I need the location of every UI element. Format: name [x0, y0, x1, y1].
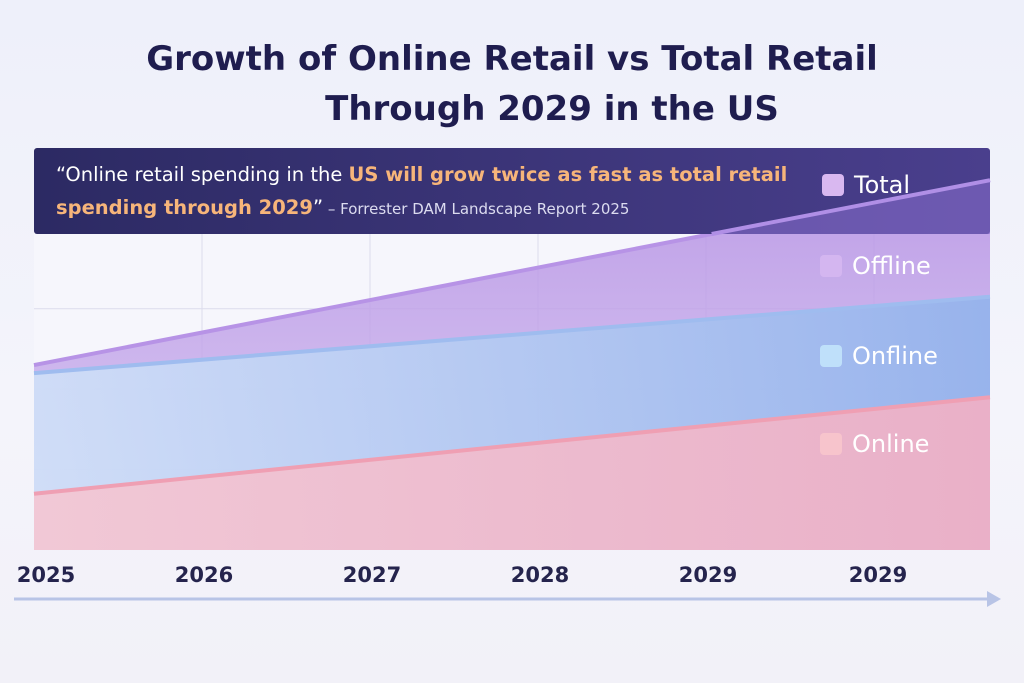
legend-swatch-onfline — [820, 345, 842, 367]
x-tick-label-2: 2027 — [342, 563, 402, 587]
legend-label-onfline: Onfline — [852, 342, 938, 370]
quote-source: – Forrester DAM Landscape Report 2025 — [323, 200, 630, 218]
legend-item-onfline: Onfline — [820, 341, 938, 371]
quote-highlight-1: US will grow twice as fast as total reta… — [348, 163, 788, 186]
legend-label-total: Total — [854, 171, 911, 199]
chart-title: Growth of Online Retail vs Total Retail … — [0, 34, 1024, 134]
x-tick-label-3: 2028 — [510, 563, 570, 587]
legend-label-offline: Offline — [852, 252, 931, 280]
quote-part-1: “Online retail spending in the — [56, 163, 349, 186]
legend-swatch-offline — [820, 255, 842, 277]
online-line — [33, 395, 991, 496]
legend-item-offline: Offline — [820, 251, 931, 281]
area-series — [33, 178, 991, 550]
online-area — [34, 397, 990, 550]
legend-swatch-online — [820, 433, 842, 455]
x-tick-label-0: 2025 — [16, 563, 76, 587]
x-tick-label-5: 2029 — [848, 563, 908, 587]
quote-part-2: ” — [312, 196, 324, 219]
legend-label-online: Online — [852, 430, 930, 458]
timeline-arrow-head — [987, 591, 1001, 607]
legend-swatch-total — [822, 174, 844, 196]
legend-item-total: Total — [822, 170, 910, 200]
x-tick-label-4: 2029 — [678, 563, 738, 587]
quote-text: “Online retail spending in the US will g… — [56, 158, 816, 226]
offline-line — [33, 294, 991, 376]
legend-item-online: Online — [820, 429, 929, 459]
x-tick-label-1: 2026 — [174, 563, 234, 587]
title-line-2: Through 2029 in the US — [325, 89, 779, 129]
total-line-banner — [711, 178, 991, 236]
quote-highlight-2: spending through 2029 — [56, 196, 313, 219]
title-line-1: Growth of Online Retail vs Total Retail — [146, 39, 878, 79]
quote-banner — [34, 148, 990, 234]
